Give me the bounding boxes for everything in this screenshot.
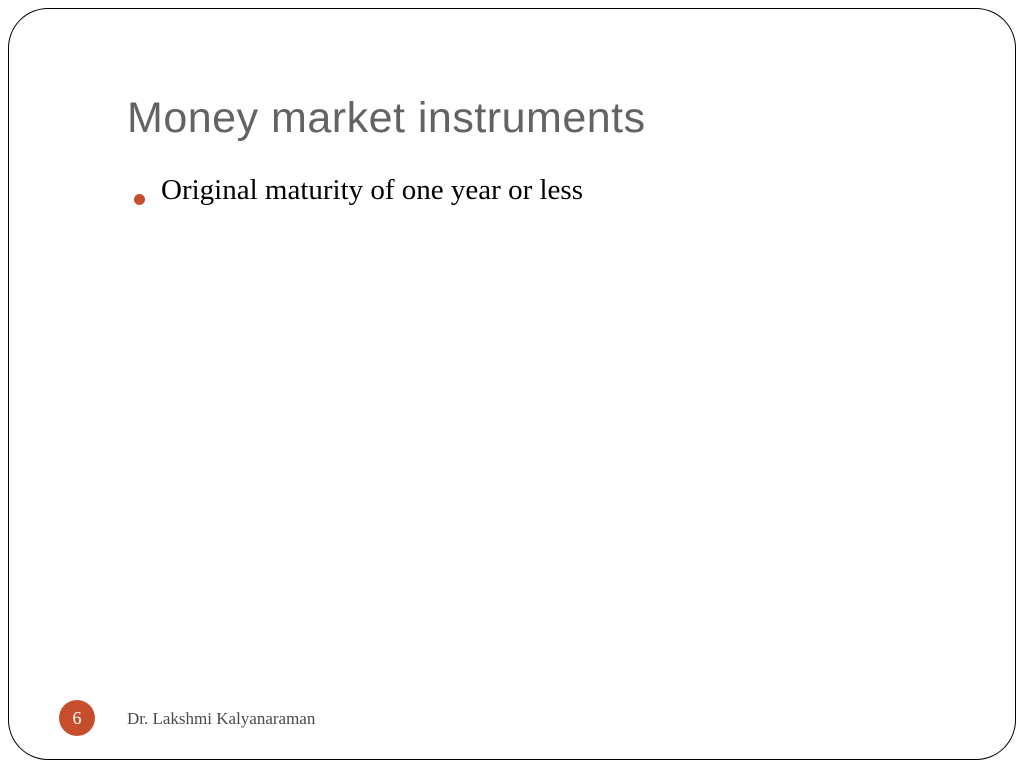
bullet-item: Original maturity of one year or less [134,174,583,207]
bullet-list: Original maturity of one year or less [134,174,583,207]
slide-number: 6 [73,708,82,729]
bullet-text: Original maturity of one year or less [161,174,583,207]
author-name: Dr. Lakshmi Kalyanaraman [127,709,315,729]
slide-title: Money market instruments [127,94,646,143]
slide-frame: Money market instruments Original maturi… [8,8,1016,760]
slide-number-badge: 6 [59,700,95,736]
bullet-dot-icon [134,194,145,205]
